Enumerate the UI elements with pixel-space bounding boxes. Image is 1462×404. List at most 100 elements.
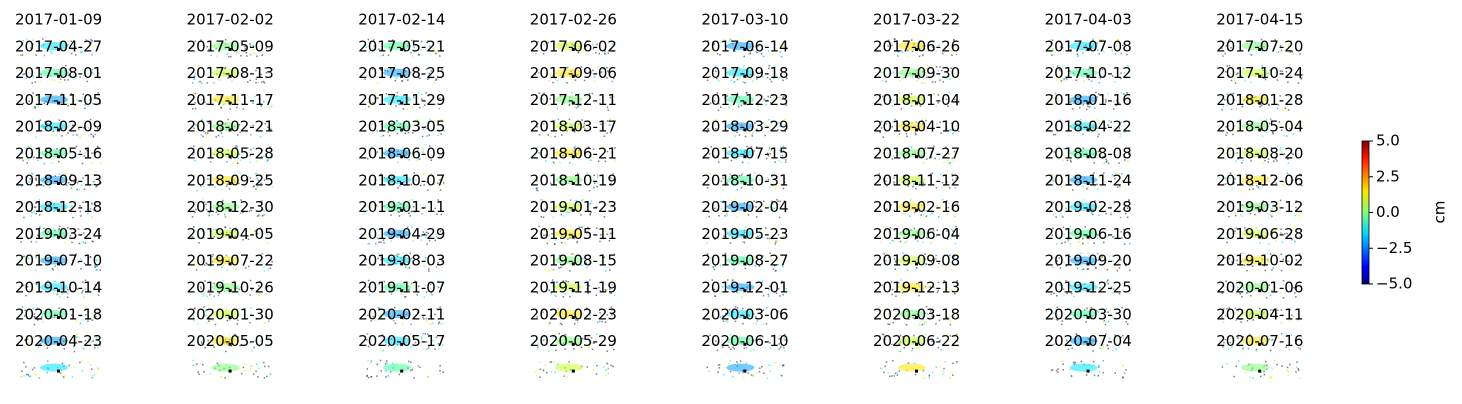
- panel: 2018-02-21: [187, 118, 274, 164]
- pixel: [725, 213, 728, 215]
- pixel: [717, 209, 720, 211]
- pixel: [563, 374, 566, 377]
- pixel: [1260, 375, 1262, 378]
- pixel: [561, 323, 563, 326]
- pixel: [740, 174, 743, 176]
- pixel: [42, 185, 45, 187]
- pixel: [549, 73, 552, 76]
- pixel: [385, 376, 387, 378]
- pixel: [1276, 160, 1278, 162]
- pixel: [762, 55, 765, 58]
- pixel: [931, 212, 933, 214]
- pixel: [32, 75, 35, 77]
- pixel: [97, 48, 99, 50]
- pixel: [1127, 103, 1129, 105]
- pixel: [1053, 177, 1055, 180]
- pixel: [237, 96, 240, 98]
- pixel: [203, 101, 206, 104]
- pixel: [218, 156, 221, 159]
- pixel: [560, 242, 563, 244]
- pixel: [201, 230, 204, 233]
- pixel: [1298, 253, 1301, 255]
- reference-point: [400, 101, 404, 105]
- pixel: [422, 106, 424, 108]
- pixel: [226, 160, 228, 163]
- pixel: [1300, 48, 1302, 51]
- pixel: [375, 153, 377, 155]
- pixel: [878, 173, 880, 175]
- pixel: [422, 151, 424, 153]
- pixel: [606, 106, 609, 109]
- deformation-blob: [554, 95, 583, 104]
- pixel: [1237, 127, 1239, 129]
- panel: 2017-11-17: [187, 91, 274, 138]
- pixel: [1286, 172, 1289, 174]
- pixel: [765, 323, 768, 325]
- pixel: [59, 212, 61, 214]
- pixel: [923, 94, 925, 96]
- pixel: [754, 122, 756, 124]
- reference-point: [915, 182, 918, 185]
- pixel: [1056, 260, 1058, 262]
- pixel: [586, 172, 589, 174]
- pixel: [536, 179, 538, 182]
- pixel: [236, 145, 239, 148]
- pixel: [536, 187, 539, 189]
- pixel: [202, 199, 204, 201]
- pixel: [421, 98, 423, 100]
- pixel: [1080, 360, 1082, 363]
- pixel: [730, 229, 732, 232]
- pixel: [1098, 82, 1101, 84]
- pixel: [1094, 263, 1096, 265]
- pixel: [368, 232, 370, 235]
- pixel: [762, 236, 764, 238]
- pixel: [731, 254, 733, 257]
- panel: 2019-05-23: [701, 225, 789, 272]
- pixel: [603, 135, 606, 137]
- pixel: [1270, 377, 1272, 379]
- pixel: [221, 266, 223, 269]
- pixel: [412, 42, 414, 44]
- pixel: [1286, 135, 1288, 137]
- pixel: [932, 94, 935, 96]
- pixel: [775, 187, 777, 190]
- pixel: [1279, 100, 1282, 102]
- pixel: [33, 156, 35, 159]
- pixel: [1236, 152, 1238, 154]
- pixel: [1093, 172, 1095, 174]
- pixel: [244, 370, 246, 372]
- pixel: [1070, 375, 1073, 377]
- pixel: [206, 295, 208, 297]
- pixel: [923, 49, 925, 52]
- pixel: [1061, 323, 1063, 326]
- pixel: [720, 180, 723, 182]
- pixel: [1101, 119, 1104, 122]
- pixel: [1244, 229, 1247, 232]
- pixel: [768, 125, 771, 127]
- panel-title: 2018-10-07: [358, 171, 445, 189]
- pixel: [779, 364, 781, 366]
- pixel: [49, 50, 52, 53]
- pixel: [236, 255, 239, 257]
- pixel: [429, 283, 432, 286]
- pixel: [83, 127, 85, 129]
- pixel: [255, 69, 257, 72]
- pixel: [953, 39, 955, 41]
- pixel: [237, 157, 239, 159]
- pixel: [20, 130, 23, 133]
- pixel: [1221, 109, 1223, 111]
- pixel: [369, 100, 372, 102]
- pixel: [1051, 369, 1053, 372]
- pixel: [429, 118, 431, 121]
- pixel: [1221, 47, 1223, 49]
- panel-title: 2019-03-12: [1216, 198, 1303, 216]
- pixel: [32, 92, 34, 94]
- pixel: [256, 235, 258, 237]
- pixel: [1094, 200, 1096, 202]
- pixel: [258, 294, 260, 297]
- reference-point: [915, 48, 918, 51]
- reference-point: [1258, 74, 1262, 78]
- pixel: [933, 229, 935, 232]
- pixel: [391, 184, 393, 186]
- pixel: [1255, 227, 1258, 229]
